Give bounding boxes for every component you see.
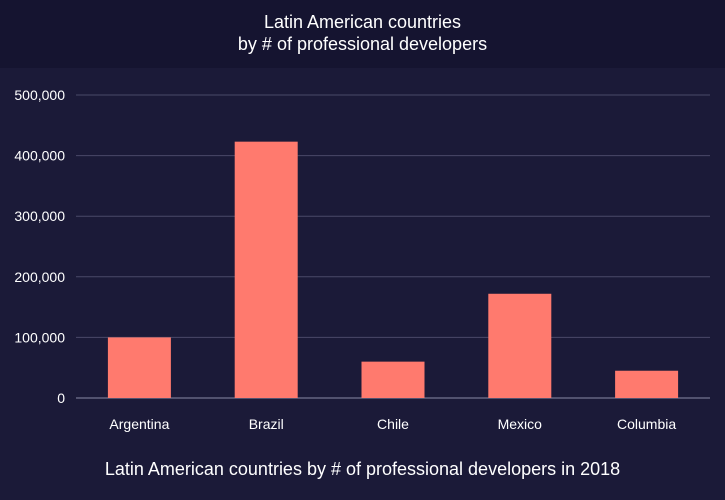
chart-title-line-1: Latin American countries	[263, 12, 462, 32]
x-tick-label: Chile	[377, 416, 409, 432]
chart-header: Latin American countries by # of profess…	[0, 0, 725, 68]
x-tick-label: Mexico	[498, 416, 543, 432]
x-tick-label: Columbia	[617, 416, 676, 432]
bar-columbia	[615, 370, 679, 398]
bar-brazil	[234, 141, 298, 399]
y-tick-label: 100,000	[14, 329, 65, 345]
y-tick-label: 400,000	[14, 148, 65, 164]
chart-caption: Latin American countries by # of profess…	[104, 459, 621, 479]
x-tick-label: Argentina	[109, 416, 169, 432]
y-tick-label: 300,000	[14, 208, 65, 224]
chart-title-line-2: by # of professional developers	[237, 34, 488, 54]
y-tick-label: 0	[57, 390, 65, 406]
x-tick-label: Brazil	[249, 416, 284, 432]
bar-mexico	[488, 293, 552, 398]
y-tick-label: 200,000	[14, 269, 65, 285]
y-tick-label: 500,000	[14, 87, 65, 103]
bar-argentina	[107, 337, 171, 398]
bar-chile	[361, 361, 425, 398]
